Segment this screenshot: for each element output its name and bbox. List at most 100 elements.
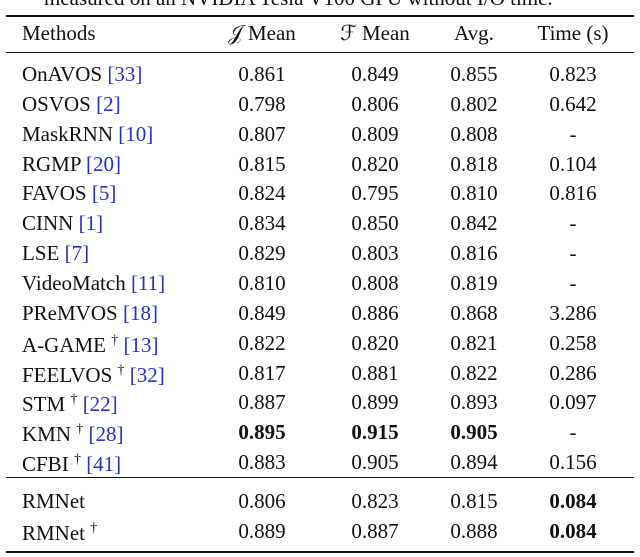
value-cell: 0.807 — [238, 121, 286, 146]
value-cell: 0.883 — [238, 450, 286, 475]
header-cell: Avg. — [454, 21, 494, 45]
value-cell: 0.889 — [238, 519, 286, 543]
value-cell: 0.816 — [450, 241, 498, 266]
value-cell: - — [569, 241, 577, 266]
method-name: RMNet — [22, 489, 85, 513]
value-cell: - — [569, 121, 577, 146]
value-cell: 0.803 — [351, 241, 399, 266]
method-cell: A-GAME † [13] — [22, 329, 159, 357]
value-cell: 0.802 — [450, 91, 498, 116]
value-cell: 0.888 — [450, 519, 498, 543]
value-cell: 0.899 — [351, 390, 399, 415]
value-cell: 0.156 — [549, 450, 597, 475]
method-name: CINN — [22, 211, 74, 236]
method-name: VideoMatch — [22, 270, 126, 295]
value-cell: - — [569, 211, 577, 236]
method-name: A-GAME — [22, 332, 106, 357]
value-cell: - — [569, 420, 577, 445]
method-name: LSE — [22, 241, 60, 266]
method-cell: PReMVOS [18] — [22, 301, 158, 325]
value-cell: 0.084 — [549, 519, 597, 543]
header-cell: ℱ Mean — [340, 21, 410, 45]
value-cell: 0.808 — [351, 270, 399, 295]
value-cell: 0.817 — [238, 360, 286, 385]
method-cell: OnAVOS [33] — [22, 62, 142, 86]
value-cell: 0.104 — [549, 151, 597, 176]
value-cell: 0.915 — [351, 420, 399, 445]
value-cell: 0.823 — [351, 489, 399, 513]
header-cell: Time (s) — [537, 21, 609, 45]
value-cell: 0.861 — [238, 62, 286, 86]
value-cell: 0.808 — [450, 121, 498, 146]
citation: [41] — [86, 452, 122, 477]
value-cell: 0.258 — [549, 330, 597, 355]
header-rule — [6, 52, 634, 53]
caption: measured on an NVIDIA Tesla V100 GPU wit… — [44, 0, 553, 10]
value-cell: 0.818 — [450, 151, 498, 176]
value-cell: 0.810 — [238, 270, 286, 295]
method-cell: FEELVOS † [32] — [22, 359, 165, 387]
citation: [28] — [88, 422, 124, 447]
value-cell: 0.886 — [351, 300, 399, 325]
method-cell: RMNet — [22, 489, 85, 513]
value-cell: 0.887 — [238, 390, 286, 415]
method-cell: RGMP [20] — [22, 152, 121, 176]
value-cell: 0.821 — [450, 330, 498, 355]
top-rule — [6, 15, 634, 17]
value-cell: 0.097 — [549, 390, 597, 415]
citation: [7] — [64, 241, 90, 266]
method-name: KMN — [22, 422, 72, 447]
citation: [32] — [129, 362, 165, 387]
dagger: † — [73, 452, 81, 468]
value-cell: - — [569, 270, 577, 295]
value-cell: 0.887 — [351, 519, 399, 543]
method-name: OnAVOS — [22, 62, 103, 86]
value-cell: 0.286 — [549, 360, 597, 385]
method-cell: VideoMatch [11] — [22, 271, 165, 295]
value-cell: 0.824 — [238, 181, 286, 206]
method-name: CFBI — [22, 452, 69, 477]
value-cell: 0.868 — [450, 300, 498, 325]
value-cell: 0.798 — [238, 91, 286, 116]
value-cell: 0.810 — [450, 181, 498, 206]
value-cell: 0.850 — [351, 211, 399, 236]
value-cell: 0.822 — [450, 360, 498, 385]
method-name: RMNet — [22, 521, 85, 545]
method-cell: RMNet † — [22, 517, 97, 545]
value-cell: 0.849 — [351, 62, 399, 86]
header-cell: Methods — [22, 21, 96, 45]
value-cell: 0.894 — [450, 450, 498, 475]
value-cell: 3.286 — [549, 300, 597, 325]
value-cell: 0.834 — [238, 211, 286, 236]
citation: [20] — [86, 151, 121, 176]
dagger: † — [76, 422, 84, 438]
mid-rule — [6, 477, 634, 478]
value-cell: 0.815 — [450, 489, 498, 513]
method-name: OSVOS — [22, 91, 91, 116]
citation: [33] — [107, 62, 143, 86]
value-cell: 0.084 — [549, 489, 597, 513]
method-name: MaskRNN — [22, 121, 114, 146]
value-cell: 0.795 — [351, 181, 399, 206]
value-cell: 0.642 — [549, 91, 597, 116]
method-name: FEELVOS — [22, 362, 113, 387]
citation: [11] — [130, 270, 166, 295]
value-cell: 0.816 — [549, 181, 597, 206]
dagger: † — [111, 332, 119, 348]
method-cell: MaskRNN [10] — [22, 122, 153, 146]
method-cell: LSE [7] — [22, 241, 89, 265]
method-cell: CINN [1] — [22, 211, 103, 235]
value-cell: 0.855 — [450, 62, 498, 86]
citation: [1] — [78, 211, 104, 236]
method-cell: CFBI † [41] — [22, 448, 121, 476]
dagger: † — [70, 392, 78, 408]
bottom-rule — [6, 551, 634, 553]
citation: [10] — [118, 121, 154, 146]
method-cell: OSVOS [2] — [22, 92, 121, 116]
value-cell: 0.905 — [450, 420, 498, 445]
method-cell: KMN † [28] — [22, 418, 124, 446]
method-name: RGMP — [22, 151, 81, 176]
value-cell: 0.881 — [351, 360, 399, 385]
value-cell: 0.895 — [238, 420, 286, 445]
